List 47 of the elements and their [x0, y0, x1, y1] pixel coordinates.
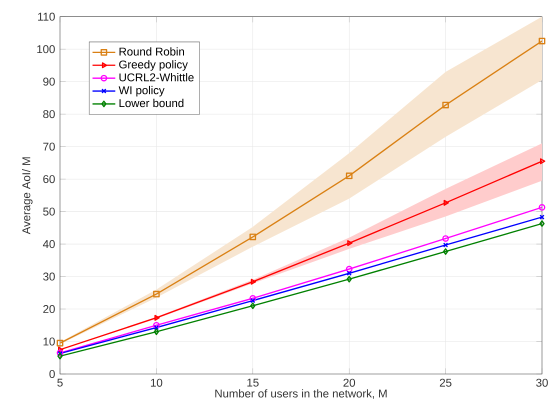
- y-tick-label: 80: [43, 110, 55, 118]
- point: [154, 314, 160, 321]
- x-tick-label: 5: [57, 378, 63, 387]
- point: [442, 235, 449, 242]
- y-tick-label: 90: [43, 78, 55, 86]
- x-tick-label: 15: [247, 378, 259, 387]
- x-tick-label: 10: [150, 378, 162, 387]
- y-tick-label: 30: [43, 272, 55, 281]
- legend-label: WI policy: [118, 86, 165, 96]
- point: [442, 102, 449, 108]
- point: [443, 242, 448, 248]
- point: [250, 298, 256, 304]
- y-tick-label: 70: [43, 142, 55, 151]
- legend-label: Lower bound: [120, 98, 184, 108]
- point: [153, 322, 160, 329]
- y-tick-label: 20: [43, 305, 55, 314]
- x-tick-label: 20: [343, 378, 356, 387]
- y-tick-label: 50: [43, 208, 55, 216]
- y-tick-label: 60: [43, 175, 55, 184]
- point: [444, 200, 449, 206]
- legend-label: Greedy policy: [119, 60, 188, 71]
- x-tick-label: 30: [536, 378, 548, 387]
- point: [346, 172, 353, 180]
- x-tick-label: 25: [440, 378, 452, 387]
- point: [154, 324, 159, 330]
- point: [56, 340, 64, 346]
- point: [346, 270, 352, 276]
- point: [347, 240, 353, 246]
- y-tick-label: 0: [49, 370, 55, 378]
- y-tick-label: 100: [37, 45, 55, 54]
- point: [538, 38, 546, 44]
- point: [250, 302, 256, 310]
- point: [346, 276, 352, 282]
- x-axis-title: Number of users in the network, M: [215, 389, 387, 399]
- y-tick-label: 10: [44, 338, 55, 346]
- point: [250, 278, 256, 285]
- point: [153, 290, 160, 298]
- point: [249, 234, 256, 240]
- y-tick-label: 110: [38, 12, 55, 21]
- y-tick-label: 40: [42, 240, 55, 248]
- point: [154, 328, 160, 336]
- point: [442, 248, 448, 255]
- legend-label: Round Robin: [120, 47, 184, 56]
- point: [346, 266, 353, 272]
- y-axis-title: Average AoI/ M: [22, 157, 33, 234]
- point: [249, 294, 256, 302]
- legend-label: UCRL2-Whittle: [119, 73, 194, 82]
